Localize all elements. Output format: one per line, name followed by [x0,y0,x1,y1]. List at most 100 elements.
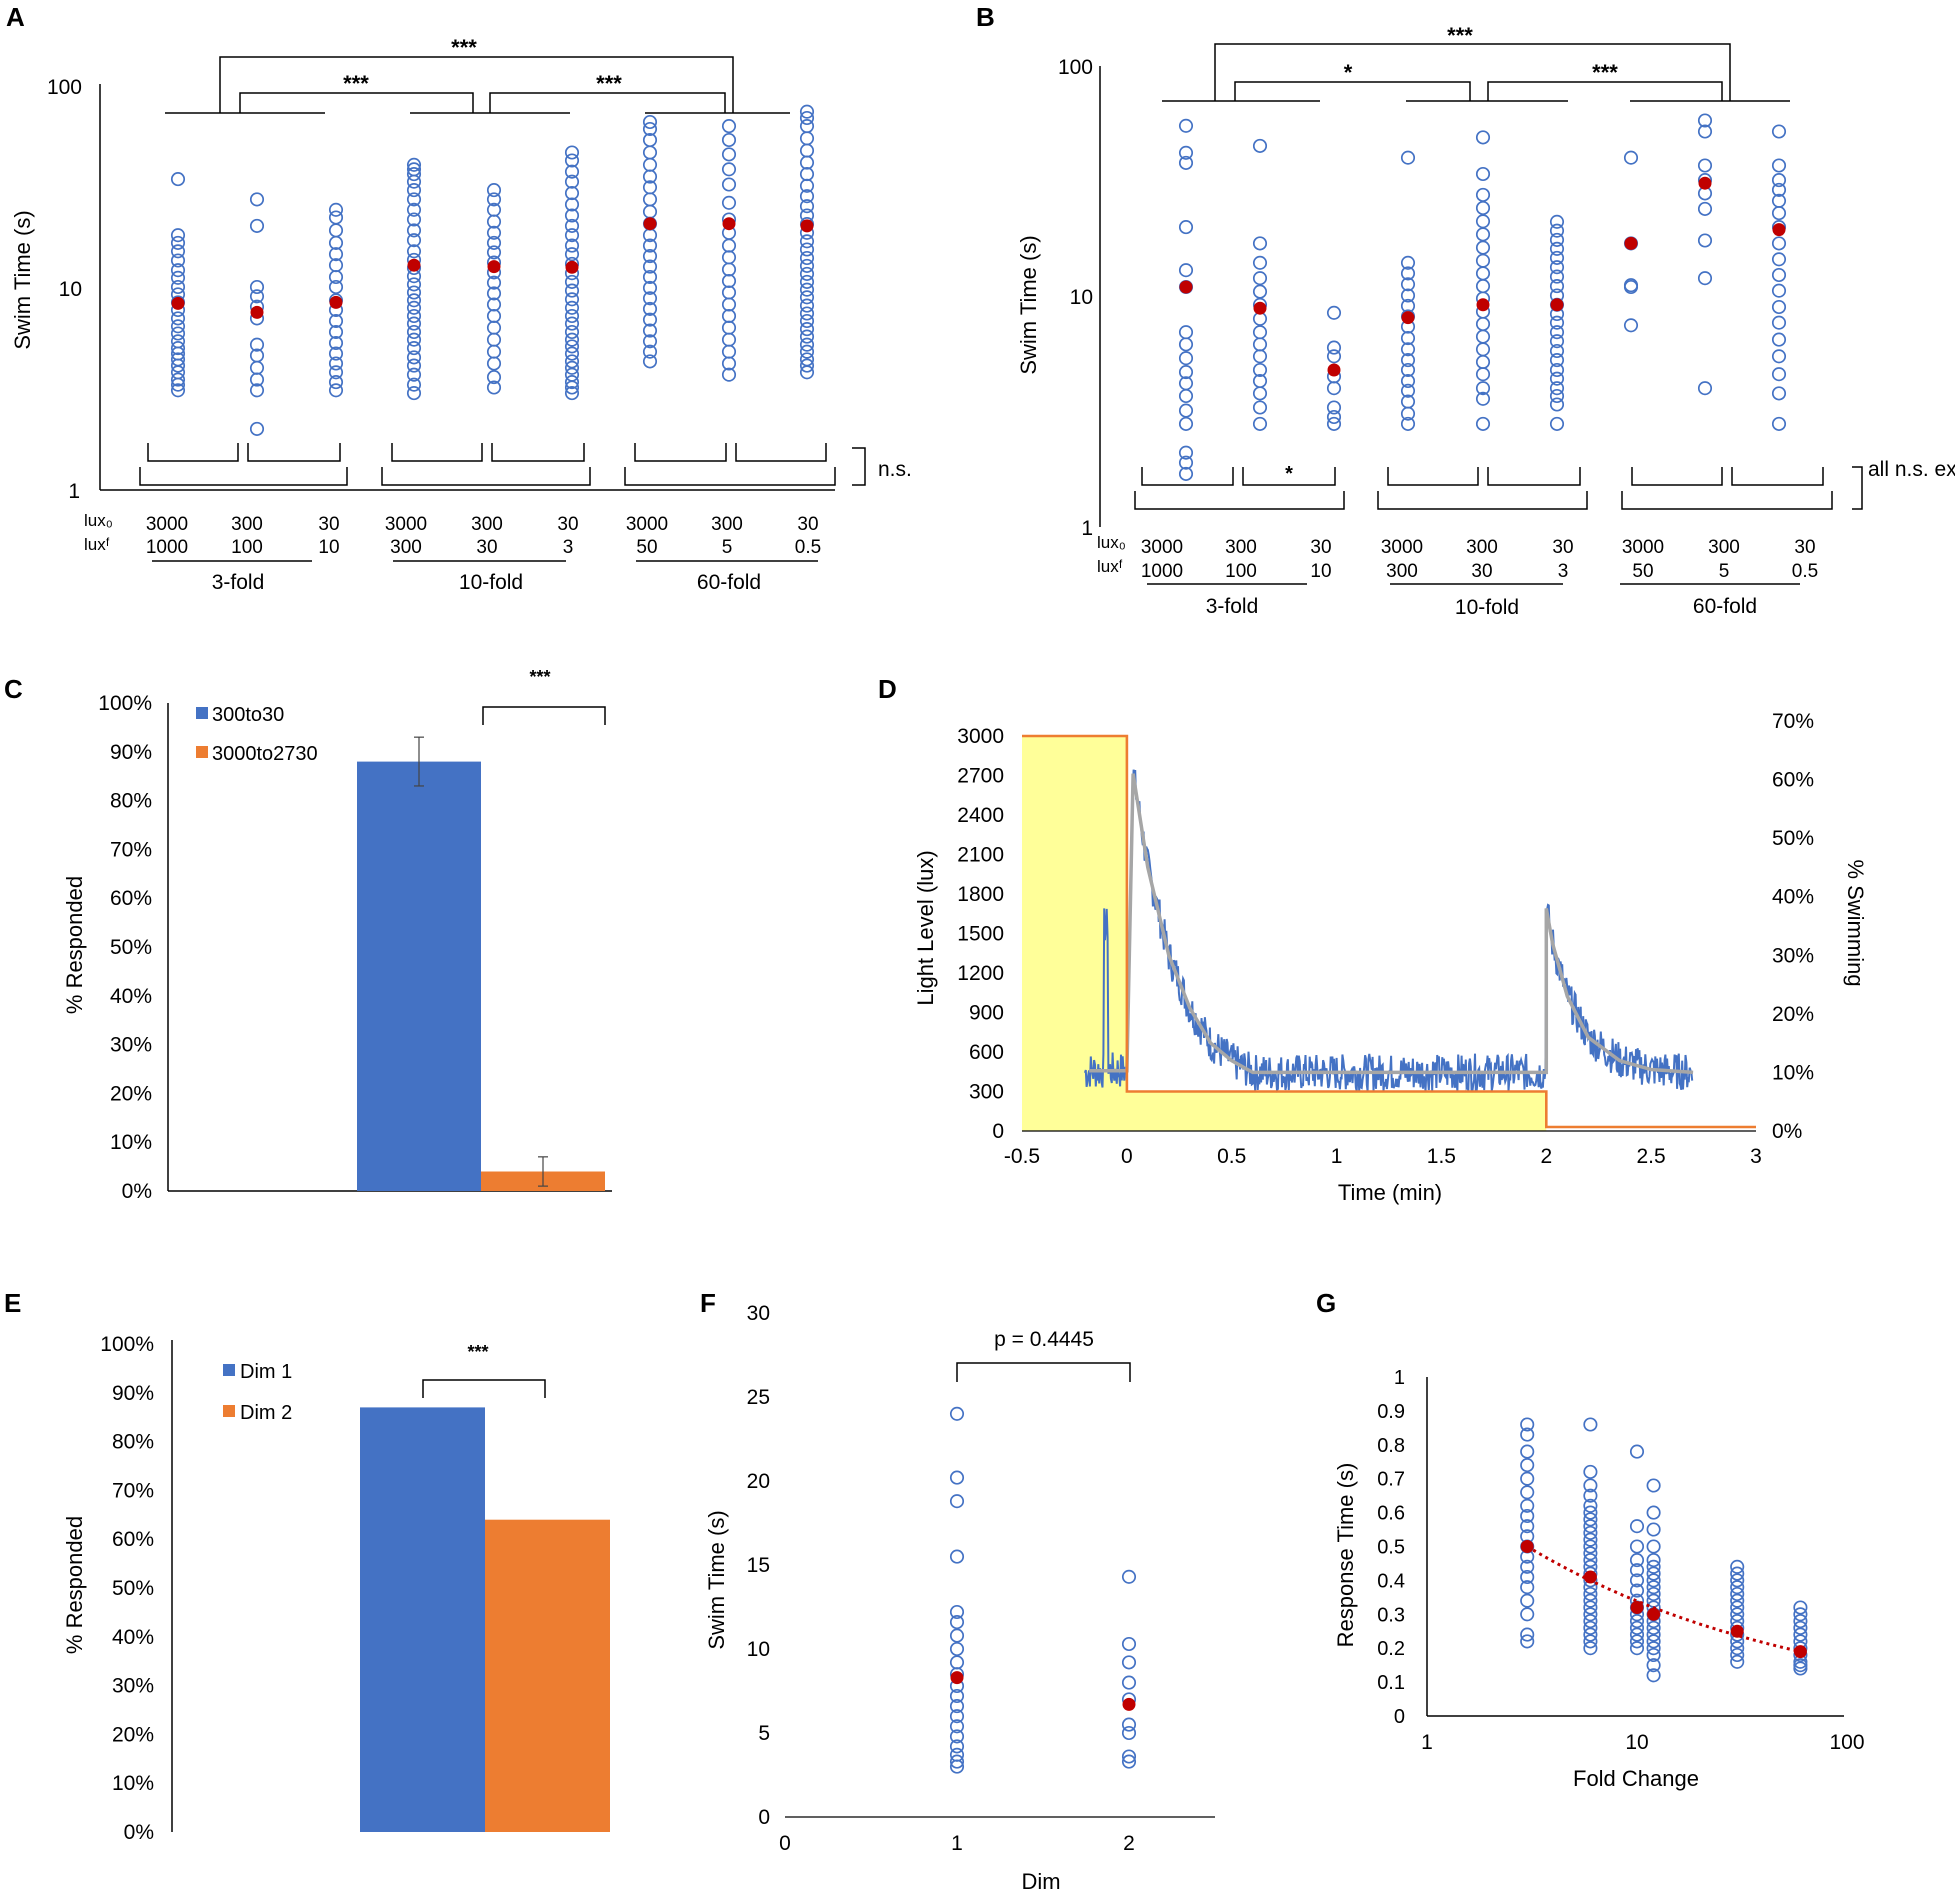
panel-g-point [1730,1654,1745,1669]
panel-a-lux0: 30 [318,514,339,535]
panel-a-point [328,313,344,329]
panel-a-luxF: 30 [476,537,497,558]
panel-a-lux0-values: 3000 300 30 3000 300 30 3000 300 30 [146,514,819,535]
panel-a-outer-bracket [624,467,836,486]
panel-a-median [171,296,185,310]
panel-a-point [721,344,737,359]
panel-b-point [1623,278,1639,293]
panel-b-point [1475,329,1491,344]
panel-c-bars [357,736,605,1191]
panel-a-point [564,208,580,223]
panel-a-median [329,295,343,309]
panel-b-luxF: 50 [1632,561,1653,582]
panel-f-point [949,1709,965,1724]
panel-a-point [249,192,265,207]
panel-letter-a: A [6,2,25,32]
panel-b-ns-bracket [1852,466,1863,510]
panel-a: Swim Time (s) 1 10 100 *** *** *** [10,35,912,594]
panel-b-point [1771,367,1787,382]
panel-g-point [1583,1512,1598,1527]
panel-g-point [1520,1508,1535,1524]
panel-b-point [1252,236,1268,251]
panel-a-point [170,263,186,278]
panel-c-ytick: 40% [110,985,152,1008]
panel-b-point [1549,371,1565,386]
panel-b-point [1697,233,1713,248]
panel-b-point [1178,388,1194,404]
panel-b-point [1178,263,1194,278]
panel-c-yticks: 0% 10% 20% 30% 40% 50% 60% 70% 80% 90% 100% [98,692,152,1203]
panel-b-point [1178,365,1194,380]
panel-b-luxF-label: luxᶠ [1097,557,1123,576]
panel-b-point [1252,325,1268,340]
panel-b-median [1550,298,1564,312]
panel-f-yticks: 0 5 10 15 20 25 30 [747,1302,770,1829]
panel-g-point [1583,1641,1598,1656]
panel-b-point [1400,150,1416,165]
panel-a-point [486,308,502,324]
panel-f-point [949,1699,965,1714]
panel-g-point [1629,1583,1645,1598]
panel-g-point [1520,1627,1535,1642]
panel-g-point [1646,1559,1661,1574]
panel-b-point [1475,166,1491,182]
panel-d-ylabel: Light Level (lux) [913,850,938,1005]
panel-b-point [1252,362,1268,378]
panel-g-point [1629,1620,1645,1635]
panel-a-point [406,167,422,182]
panel-d-xtick: 2 [1540,1145,1552,1168]
panel-b-point [1697,124,1713,139]
panel-a-point [721,308,737,324]
panel-b-pair-bracket [1487,467,1581,486]
panel-a-point [406,358,422,373]
panel-g-point [1629,1444,1645,1459]
panel-a-point [799,358,815,373]
panel-a-top-brackets [165,56,790,114]
panel-a-point [564,238,580,253]
panel-g-point [1793,1627,1808,1642]
panel-c-bar [357,761,481,1191]
panel-b-point [1326,400,1342,415]
panel-d-ytick: 1500 [957,923,1004,946]
panel-a-point [799,274,815,289]
panel-g-point [1583,1586,1598,1602]
panel-b-top-brackets [1162,43,1790,102]
panel-d-swimming-fit [1089,773,1694,1075]
panel-b-pair-bracket [1387,467,1479,486]
panel-g-point [1583,1525,1598,1540]
panel-a-point [406,183,422,198]
panel-d-ytick: 0 [992,1120,1004,1143]
panel-a-point [564,197,580,212]
panel-g-point [1583,1614,1598,1629]
panel-a-point [406,285,422,300]
panel-c-ytick: 90% [110,741,152,764]
panel-a-point [486,320,502,335]
panel-d-xtick: 1.5 [1427,1145,1456,1168]
panel-g-ytick: 0.1 [1377,1672,1405,1694]
panel-d-ytick-right: 30% [1772,944,1814,967]
panel-a-point [799,167,815,182]
panel-f-point [949,1739,965,1754]
panel-a-ns-bracket [852,447,866,486]
panel-a-point [328,223,344,238]
panel-e-legend-swatch-dim1 [223,1364,235,1376]
panel-d-xtick: 1 [1331,1145,1343,1168]
panel-d-yticks: 0 300 600 900 1200 1500 1800 2100 2400 2700 3000 [957,725,1004,1143]
panel-a-point [170,244,186,259]
panel-e-ytick: 10% [112,1772,154,1795]
panel-a-point [249,383,265,398]
panel-b-point [1549,214,1565,229]
panel-g-point [1730,1647,1745,1663]
panel-a-point [642,259,658,274]
panel-a-point [406,293,422,308]
panel-f-xlabel: Dim [1021,1869,1060,1894]
panel-a-pair-bracket [391,443,483,462]
panel-b-median [1476,298,1490,312]
panel-a-point [170,383,186,398]
panel-d-ytick: 1200 [957,962,1004,985]
panel-a-point [564,367,580,382]
panel-e-ytick: 30% [112,1675,154,1698]
panel-a-point [170,334,186,349]
panel-a-point [564,218,580,233]
panel-a-point [799,298,815,313]
